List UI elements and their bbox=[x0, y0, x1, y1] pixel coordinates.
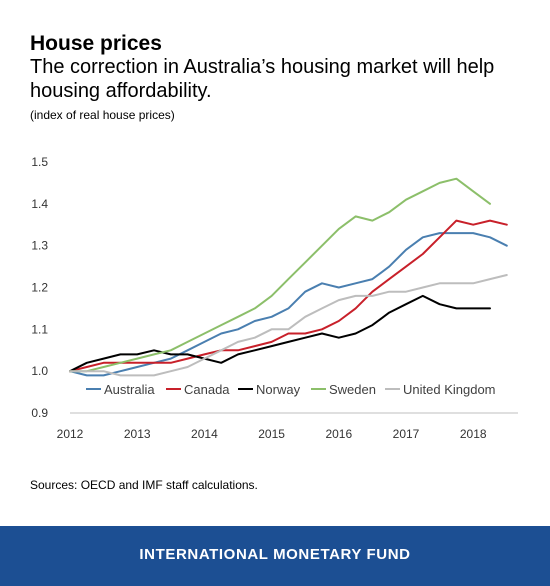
footer-bar: INTERNATIONAL MONETARY FUND bbox=[0, 526, 550, 586]
chart-subtitle: The correction in Australia’s housing ma… bbox=[30, 56, 495, 102]
legend: Australia Canada Norway Sweden United Kingdo… bbox=[86, 382, 496, 397]
footer-brand: INTERNATIONAL MONETARY FUND bbox=[139, 546, 411, 563]
legend-label-australia: Australia bbox=[104, 382, 155, 397]
y-tick-label: 1.3 bbox=[31, 239, 48, 253]
series-line-united-kingdom bbox=[69, 274, 508, 377]
legend-label-canada: Canada bbox=[184, 382, 230, 397]
legend-label-united-kingdom: United Kingdom bbox=[403, 382, 496, 397]
series-line-sweden bbox=[69, 177, 491, 373]
series-line-norway bbox=[69, 294, 491, 373]
x-axis: 2012 2013 2014 2015 2016 2017 2018 bbox=[57, 412, 518, 441]
x-tick-label: 2013 bbox=[124, 427, 151, 441]
series-line-canada bbox=[69, 219, 508, 373]
x-tick-label: 2015 bbox=[258, 427, 285, 441]
chart-title: House prices bbox=[30, 32, 162, 55]
y-tick-label: 1.0 bbox=[31, 364, 48, 378]
series-lines bbox=[69, 177, 508, 377]
y-tick-label: 1.1 bbox=[31, 322, 48, 336]
legend-label-sweden: Sweden bbox=[329, 382, 376, 397]
legend-label-norway: Norway bbox=[256, 382, 301, 397]
x-tick-label: 2017 bbox=[393, 427, 420, 441]
series-line-australia bbox=[69, 232, 508, 377]
y-tick-label: 1.2 bbox=[31, 281, 48, 295]
x-tick-label: 2014 bbox=[191, 427, 218, 441]
y-tick-label: 1.4 bbox=[31, 197, 48, 211]
source-note: Sources: OECD and IMF staff calculations… bbox=[30, 478, 258, 492]
x-tick-label: 2016 bbox=[325, 427, 352, 441]
x-tick-label: 2018 bbox=[460, 427, 487, 441]
line-chart: 0.91.01.11.21.31.41.5 2012 2013 2014 2015 20… bbox=[31, 155, 518, 441]
y-tick-label: 1.5 bbox=[31, 155, 48, 169]
y-axis: 0.9 1.0 1.1 1.2 1.3 1.4 1.5 bbox=[31, 155, 48, 420]
y-tick-label: 0.9 bbox=[31, 406, 48, 420]
x-tick-label: 2012 bbox=[57, 427, 84, 441]
units-note: (index of real house prices) bbox=[30, 108, 175, 122]
